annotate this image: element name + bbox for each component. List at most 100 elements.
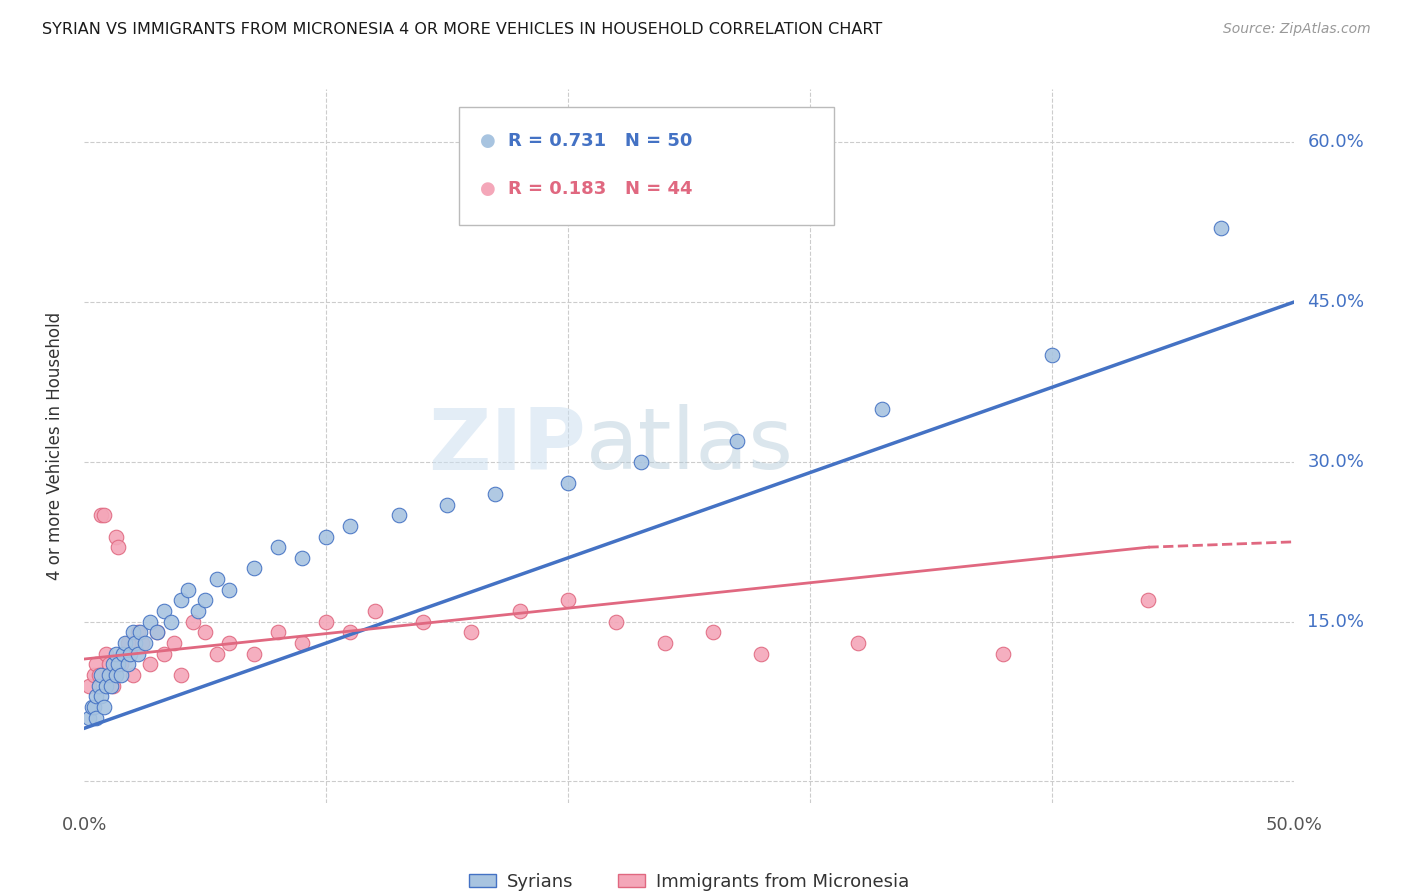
Point [86,690,108,704]
Point [993,647,1015,661]
Point [207,647,229,661]
Point [163,636,186,650]
Point [509,604,531,618]
Point [339,625,361,640]
Point [1209,220,1232,235]
Point [107,540,129,554]
Legend: Syrians, Immigrants from Micronesia: Syrians, Immigrants from Micronesia [461,865,917,892]
Point [291,550,314,565]
Point [605,615,627,629]
Point [315,529,337,543]
Point [267,540,290,554]
Point [194,593,217,607]
Point [557,476,579,491]
Point [134,636,156,650]
Point [94,647,117,661]
Text: ●: ● [479,180,495,198]
Point [110,657,132,672]
Y-axis label: 4 or more Vehicles in Household: 4 or more Vehicles in Household [45,312,63,580]
Point [104,668,127,682]
Point [87,679,110,693]
Point [146,625,169,640]
Point [131,636,153,650]
Point [100,679,122,693]
Point [1137,593,1160,607]
Point [124,636,146,650]
Point [83,700,105,714]
Point [153,604,176,618]
Text: ●: ● [479,132,495,150]
Text: atlas: atlas [586,404,794,488]
Point [267,625,290,640]
Point [291,636,314,650]
Text: 45.0%: 45.0% [1308,293,1365,311]
Point [412,615,434,629]
Point [242,647,264,661]
Point [93,508,115,523]
Point [146,625,169,640]
Point [436,498,458,512]
Point [484,487,506,501]
Point [872,401,894,416]
Point [104,647,127,661]
Point [94,679,117,693]
Point [315,615,337,629]
Point [112,647,135,661]
Point [181,615,204,629]
Text: R = 0.731   N = 50: R = 0.731 N = 50 [508,132,692,150]
Point [112,647,135,661]
Point [207,572,229,586]
Point [160,615,183,629]
Point [654,636,676,650]
Point [846,636,869,650]
Point [107,657,129,672]
Point [97,668,120,682]
Point [363,604,385,618]
Text: Source: ZipAtlas.com: Source: ZipAtlas.com [1223,22,1371,37]
Point [87,668,110,682]
Point [90,690,112,704]
Point [83,668,105,682]
Point [170,668,193,682]
Point [103,657,125,672]
Point [177,582,200,597]
Point [80,700,103,714]
Text: ZIP: ZIP [429,404,586,488]
Point [121,625,143,640]
Point [117,636,139,650]
Text: 60.0%: 60.0% [1308,134,1364,152]
Text: 30.0%: 30.0% [1308,453,1364,471]
Point [557,593,579,607]
Point [110,668,132,682]
Point [117,657,139,672]
Point [751,647,773,661]
Point [93,700,115,714]
Point [86,710,108,724]
Point [97,657,120,672]
Point [121,668,143,682]
Point [90,668,112,682]
Point [90,508,112,523]
Point [388,508,411,523]
Point [138,657,160,672]
Point [1040,349,1063,363]
Point [120,647,142,661]
Point [86,657,108,672]
Point [103,679,125,693]
Text: R = 0.183   N = 44: R = 0.183 N = 44 [508,180,692,198]
Point [77,679,100,693]
Point [339,519,361,533]
Point [170,593,193,607]
Point [104,529,127,543]
Text: SYRIAN VS IMMIGRANTS FROM MICRONESIA 4 OR MORE VEHICLES IN HOUSEHOLD CORRELATION: SYRIAN VS IMMIGRANTS FROM MICRONESIA 4 O… [42,22,883,37]
FancyBboxPatch shape [460,107,834,225]
Point [77,710,100,724]
Point [702,625,724,640]
Point [630,455,652,469]
Point [153,647,176,661]
Point [242,561,264,575]
Point [725,434,748,448]
Point [100,668,122,682]
Point [138,615,160,629]
Point [129,625,152,640]
